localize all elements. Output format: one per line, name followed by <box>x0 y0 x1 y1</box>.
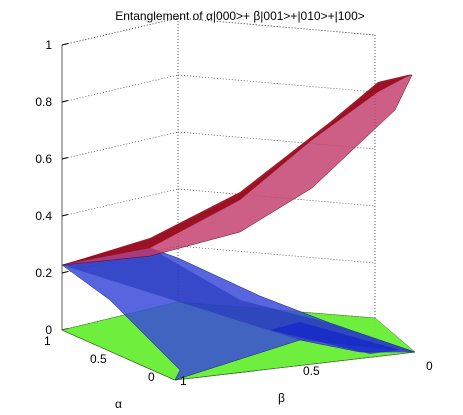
surfaces <box>61 74 416 381</box>
z-tick-label-0: 0 <box>45 323 52 337</box>
z-tick-label-3: 0.6 <box>35 152 52 166</box>
z-tick-mark-1 <box>61 271 69 274</box>
alpha-tick-0: 0 <box>148 370 155 384</box>
beta-axis-label: β <box>278 391 285 405</box>
z-tick-label-5: 1 <box>45 38 52 52</box>
alpha-tick-0-5: 0.5 <box>90 352 107 366</box>
surface-green-stripe <box>270 322 400 354</box>
z-gridline-back-1 <box>177 245 376 264</box>
z-tick-label-4: 0.8 <box>35 95 52 109</box>
alpha-axis: 1 0.5 0 α <box>44 334 155 411</box>
z-gridline-back-4 <box>177 74 376 93</box>
beta-tick-0-5: 0.5 <box>303 364 320 378</box>
z-gridline-left-4 <box>61 74 179 103</box>
z-tick-mark-3 <box>61 157 69 160</box>
z-tick-label-2: 0.4 <box>35 209 52 223</box>
z-tick-mark-4 <box>61 100 69 103</box>
z-tick-mark-2 <box>61 214 69 217</box>
alpha-tick-1: 1 <box>44 334 51 348</box>
surface-red-top <box>62 74 412 265</box>
z-gridline-left-2 <box>61 188 179 217</box>
z-tick-mark-5 <box>61 43 69 46</box>
surface-blue-front <box>62 248 415 352</box>
beta-tick-0: 0 <box>426 359 433 373</box>
z-gridline-left-5 <box>61 17 179 46</box>
beta-axis: 1 0.5 0 β <box>180 359 433 405</box>
alpha-axis-label: α <box>115 397 122 411</box>
z-gridline-left-3 <box>61 131 179 160</box>
z-tick-label-1: 0.2 <box>35 266 52 280</box>
beta-tick-1: 1 <box>180 374 187 388</box>
chart-title: Entanglement of α|000>+ β|001>+|010>+|10… <box>115 9 365 23</box>
z-tick-labels: 0 0.2 0.4 0.6 0.8 1 <box>35 38 69 337</box>
